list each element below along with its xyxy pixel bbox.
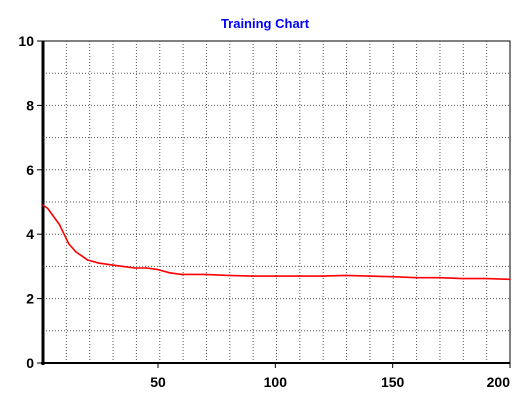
y-tick-label: 2 (26, 291, 34, 307)
data-point (391, 275, 394, 278)
y-tick-label: 0 (26, 355, 34, 371)
data-point (110, 263, 112, 266)
y-tick-labels: 0 2 4 6 8 10 (18, 33, 34, 371)
data-point (75, 251, 77, 253)
data-point (42, 204, 44, 207)
x-tick-label: 100 (264, 374, 288, 390)
plot-area (42, 40, 511, 364)
data-point (485, 277, 488, 280)
x-tick-labels: 50 100 150 200 (150, 374, 510, 390)
data-point (98, 262, 101, 264)
data-point (68, 243, 70, 245)
y-tick-label: 10 (18, 33, 34, 49)
data-point (227, 274, 230, 277)
data-point (133, 267, 136, 269)
chart-title: Training Chart (221, 16, 310, 31)
data-point (462, 277, 464, 280)
data-point (157, 268, 159, 271)
data-point (251, 275, 253, 277)
data-point (82, 255, 84, 258)
x-tick-label: 50 (150, 374, 166, 390)
data-point (168, 272, 171, 274)
series-group (42, 204, 511, 281)
data-point (58, 223, 61, 226)
y-tick-label: 4 (26, 226, 34, 242)
y-tick-label: 6 (26, 162, 34, 178)
data-point (121, 265, 124, 268)
data-point (415, 276, 417, 279)
data-point (86, 259, 89, 261)
axes (37, 40, 511, 368)
data-point (204, 273, 206, 276)
x-tick-label: 150 (381, 374, 405, 390)
data-point (46, 207, 49, 210)
data-point (297, 275, 300, 277)
data-point (438, 276, 441, 279)
data-point (344, 274, 347, 277)
data-point (274, 275, 277, 277)
data-point (321, 275, 324, 277)
data-point (145, 267, 148, 269)
y-tick-label: 8 (26, 97, 34, 113)
data-point (180, 273, 183, 276)
data-point (509, 278, 511, 281)
data-point (63, 233, 65, 235)
x-tick-label: 200 (487, 374, 511, 390)
data-point (51, 214, 54, 216)
data-point (368, 275, 370, 277)
